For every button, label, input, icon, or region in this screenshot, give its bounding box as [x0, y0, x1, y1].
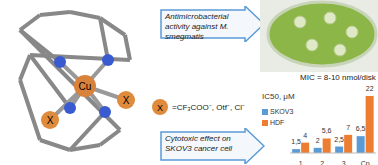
html-text:=CF₃COO⁻, Otf⁻, Cl⁻: =CF₃COO⁻, Otf⁻, Cl⁻ — [172, 103, 245, 112]
svg-text:X: X — [47, 115, 54, 126]
html-text:SKOV3: SKOV3 — [270, 108, 294, 115]
svg-text:2: 2 — [320, 160, 324, 165]
svg-text:1,5: 1,5 — [291, 138, 301, 145]
svg-text:Cu: Cu — [79, 81, 92, 92]
svg-text:X: X — [123, 95, 130, 106]
svg-text:3: 3 — [342, 160, 346, 165]
svg-text:5,6: 5,6 — [322, 127, 332, 134]
html-text:IC50, μM: IC50, μM — [262, 92, 295, 101]
html-text:Cytotoxic effect on SKOV3 canc: Cytotoxic effect on SKOV3 cancer cell — [165, 134, 233, 153]
svg-text:6,5: 6,5 — [356, 125, 366, 132]
svg-text:X: X — [157, 103, 163, 113]
svg-text:1: 1 — [299, 160, 303, 165]
svg-text:2,5: 2,5 — [334, 136, 344, 143]
svg-text:Cp: Cp — [361, 160, 370, 165]
html-text:Antimicrobacterial activity ag: Antimicrobacterial activity against M. s… — [165, 12, 229, 41]
svg-text:2: 2 — [316, 137, 320, 144]
svg-text:7: 7 — [346, 124, 350, 131]
html-text:MIC = 8-10 nmol/disk: MIC = 8-10 nmol/disk — [300, 73, 376, 82]
svg-text:22: 22 — [366, 86, 370, 92]
html-text:HDF: HDF — [270, 119, 285, 126]
svg-text:4: 4 — [303, 132, 307, 139]
